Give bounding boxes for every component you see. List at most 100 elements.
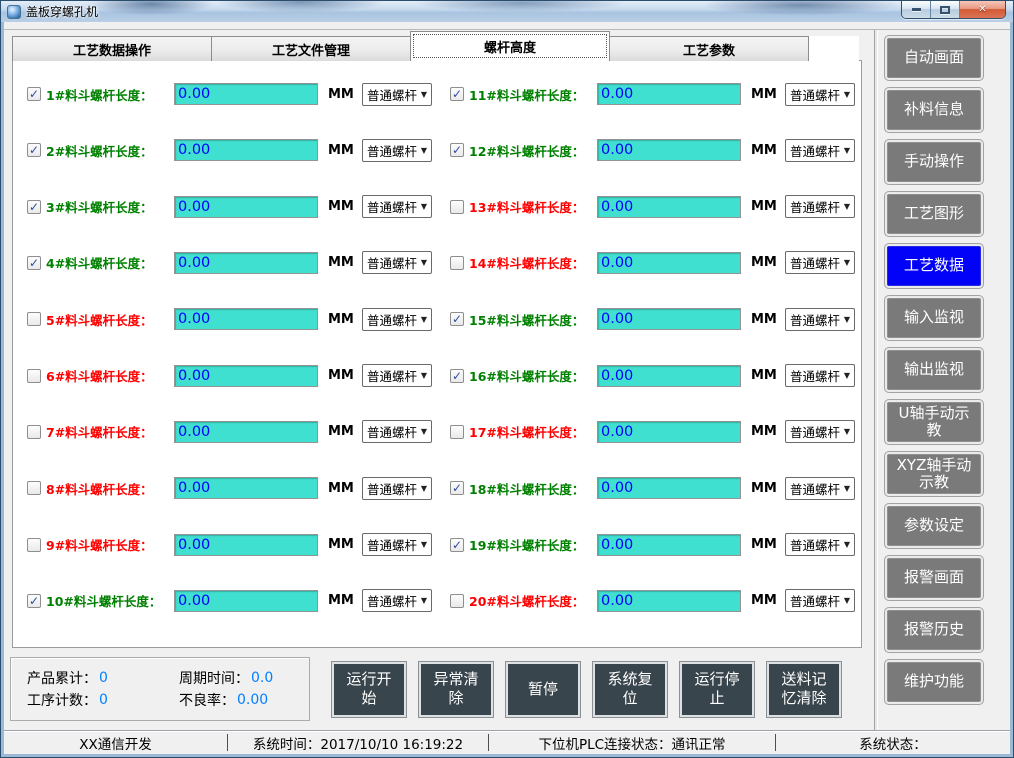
screw-8-length-input[interactable]: 0.00 (174, 477, 318, 500)
sidebar-item-process-graphic[interactable]: 工艺图形 (884, 191, 984, 237)
screw-9-enable-checkbox[interactable] (27, 537, 41, 552)
screw-10-type-select[interactable]: 普通螺杆 ▼ (362, 589, 432, 613)
sidebar-item-input-monitor[interactable]: 输入监视 (884, 295, 984, 341)
screw-16-length-input[interactable]: 0.00 (597, 364, 741, 387)
screw-6-type-select[interactable]: 普通螺杆 ▼ (362, 364, 432, 388)
screw-3-type-select[interactable]: 普通螺杆 ▼ (362, 195, 432, 219)
screw-11-type-select[interactable]: 普通螺杆 ▼ (785, 82, 855, 106)
run-start-button[interactable]: 运行开始 (331, 660, 407, 718)
screw-10-enable-checkbox[interactable]: ✓ (27, 593, 41, 608)
screw-19-type-select[interactable]: 普通螺杆 ▼ (785, 533, 855, 557)
maximize-button[interactable] (931, 1, 960, 18)
feed-memory-clear-button[interactable]: 送料记忆清除 (766, 660, 842, 718)
screw-15-enable-checkbox[interactable]: ✓ (450, 312, 464, 327)
screw-8-enable-checkbox[interactable] (27, 481, 41, 496)
screw-17-enable-checkbox[interactable] (450, 424, 464, 439)
stat-cycle-time-value: 0.0 (251, 670, 274, 686)
screw-5-type-select[interactable]: 普通螺杆 ▼ (362, 307, 432, 331)
screw-6-enable-checkbox[interactable] (27, 368, 41, 383)
screw-3-enable-checkbox[interactable]: ✓ (27, 199, 41, 214)
screw-4-type-select[interactable]: 普通螺杆 ▼ (362, 251, 432, 275)
screw-3-length-input[interactable]: 0.00 (174, 195, 318, 218)
screw-18-type-select[interactable]: 普通螺杆 ▼ (785, 476, 855, 500)
screw-12-label: 12#料斗螺杆长度： (469, 143, 585, 159)
close-button[interactable]: ✕ (960, 1, 1005, 18)
screw-2-type-select[interactable]: 普通螺杆 ▼ (362, 138, 432, 162)
screw-19-enable-checkbox[interactable]: ✓ (450, 537, 464, 552)
sidebar-item-maintenance[interactable]: 维护功能 (884, 659, 984, 705)
screw-4-length-input[interactable]: 0.00 (174, 251, 318, 274)
nav-sidebar: 自动画面补料信息手动操作工艺图形工艺数据输入监视输出监视 U轴手动示教 XYZ轴手动… (878, 30, 1010, 730)
screw-17-type-select[interactable]: 普通螺杆 ▼ (785, 420, 855, 444)
screw-row-12: ✓ 12#料斗螺杆长度： 0.00 MM 普通螺杆 ▼ (450, 138, 861, 162)
screw-7-type-select[interactable]: 普通螺杆 ▼ (362, 420, 432, 444)
screw-13-length-input[interactable]: 0.00 (597, 195, 741, 218)
screw-11-length-input[interactable]: 0.00 (597, 83, 741, 105)
chevron-down-icon: ▼ (843, 483, 850, 493)
chevron-down-icon: ▼ (843, 314, 850, 324)
screw-row-18: ✓ 18#料斗螺杆长度： 0.00 MM 普通螺杆 ▼ (450, 476, 861, 500)
screw-5-length-input[interactable]: 0.00 (174, 308, 318, 331)
screw-7-enable-checkbox[interactable] (27, 424, 41, 439)
minimize-button[interactable] (902, 1, 931, 18)
screw-8-type-select[interactable]: 普通螺杆 ▼ (362, 476, 432, 500)
screw-12-enable-checkbox[interactable]: ✓ (450, 143, 464, 158)
screw-15-length-input[interactable]: 0.00 (597, 308, 741, 331)
screw-2-length-input[interactable]: 0.00 (174, 139, 318, 162)
screw-19-length-input[interactable]: 0.00 (597, 533, 741, 556)
selected-screw-type: 普通螺杆 (790, 312, 841, 328)
error-clear-button[interactable]: 异常清除 (418, 660, 494, 718)
screw-15-type-select[interactable]: 普通螺杆 ▼ (785, 307, 855, 331)
screw-14-type-select[interactable]: 普通螺杆 ▼ (785, 251, 855, 275)
run-stop-button[interactable]: 运行停止 (679, 660, 755, 718)
screw-5-enable-checkbox[interactable] (27, 312, 41, 327)
screw-row-13: 13#料斗螺杆长度： 0.00 MM 普通螺杆 ▼ (450, 195, 861, 219)
content-row: 工艺数据操作 工艺文件管理 螺杆高度 工艺参数 ✓ 1#料斗螺杆长度： 0.00 MM 普通螺… (4, 29, 1010, 730)
screw-11-enable-checkbox[interactable]: ✓ (450, 87, 464, 101)
screw-16-type-select[interactable]: 普通螺杆 ▼ (785, 364, 855, 388)
pause-button[interactable]: 暂停 (505, 660, 581, 718)
screw-1-length-input[interactable]: 0.00 (174, 83, 318, 105)
screw-13-enable-checkbox[interactable] (450, 199, 464, 214)
tab-process-file-management[interactable]: 工艺文件管理 (211, 36, 411, 61)
screw-18-length-input[interactable]: 0.00 (597, 477, 741, 500)
screw-20-type-select[interactable]: 普通螺杆 ▼ (785, 589, 855, 613)
sidebar-item-parameter-setting[interactable]: 参数设定 (884, 503, 984, 549)
stat-process-count: 工序计数： 0 (27, 690, 179, 710)
screw-9-length-input[interactable]: 0.00 (174, 533, 318, 556)
screw-1-enable-checkbox[interactable]: ✓ (27, 87, 41, 101)
sidebar-item-output-monitor[interactable]: 输出监视 (884, 347, 984, 393)
screw-18-enable-checkbox[interactable]: ✓ (450, 481, 464, 496)
screw-10-length-input[interactable]: 0.00 (174, 589, 318, 612)
screw-14-length-input[interactable]: 0.00 (597, 251, 741, 274)
sidebar-item-auto-screen[interactable]: 自动画面 (884, 35, 984, 81)
screw-14-enable-checkbox[interactable] (450, 255, 464, 270)
sidebar-item-refill-info[interactable]: 补料信息 (884, 87, 984, 133)
screw-12-length-input[interactable]: 0.00 (597, 139, 741, 162)
unit-label: MM (328, 368, 354, 384)
screw-row-9: 9#料斗螺杆长度： 0.00 MM 普通螺杆 ▼ (27, 533, 437, 557)
screw-20-enable-checkbox[interactable] (450, 593, 464, 608)
sidebar-item-manual-operation[interactable]: 手动操作 (884, 139, 984, 185)
unit-label: MM (328, 311, 354, 327)
tab-screw-height[interactable]: 螺杆高度 (410, 31, 610, 61)
screw-6-length-input[interactable]: 0.00 (174, 364, 318, 387)
screw-7-length-input[interactable]: 0.00 (174, 420, 318, 443)
screw-13-type-select[interactable]: 普通螺杆 ▼ (785, 195, 855, 219)
system-reset-button[interactable]: 系统复位 (592, 660, 668, 718)
screw-4-enable-checkbox[interactable]: ✓ (27, 255, 41, 270)
screw-20-length-input[interactable]: 0.00 (597, 589, 741, 612)
sidebar-item-alarm-screen[interactable]: 报警画面 (884, 555, 984, 601)
tab-process-parameters[interactable]: 工艺参数 (609, 36, 809, 61)
tab-process-data-operations[interactable]: 工艺数据操作 (12, 36, 212, 61)
screw-1-type-select[interactable]: 普通螺杆 ▼ (362, 82, 432, 106)
sidebar-item-xyz-axis-teach[interactable]: XYZ轴手动示教 (884, 451, 984, 497)
screw-2-enable-checkbox[interactable]: ✓ (27, 143, 41, 158)
screw-12-type-select[interactable]: 普通螺杆 ▼ (785, 138, 855, 162)
sidebar-item-process-data[interactable]: 工艺数据 (884, 243, 984, 289)
screw-17-length-input[interactable]: 0.00 (597, 420, 741, 443)
sidebar-item-alarm-history[interactable]: 报警历史 (884, 607, 984, 653)
screw-9-type-select[interactable]: 普通螺杆 ▼ (362, 533, 432, 557)
screw-16-enable-checkbox[interactable]: ✓ (450, 368, 464, 383)
sidebar-item-u-axis-teach[interactable]: U轴手动示教 (884, 399, 984, 445)
